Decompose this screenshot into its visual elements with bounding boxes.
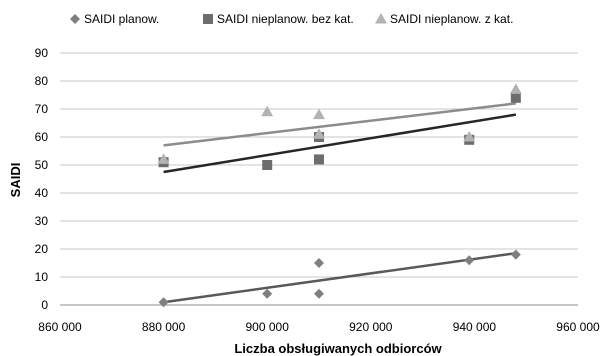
y-tick-label: 70: [35, 102, 49, 116]
data-point-series-1: [262, 288, 273, 299]
y-tick-label: 20: [35, 242, 49, 256]
data-point-series-3: [463, 131, 476, 142]
data-point-series-1: [510, 249, 521, 260]
y-tick-label: 80: [35, 74, 49, 88]
y-tick-label: 60: [35, 130, 49, 144]
data-point-series-1: [314, 288, 324, 299]
x-tick-label: 860 000: [38, 320, 82, 334]
trend-line-series-3: [163, 102, 516, 147]
x-tick-label: 920 000: [349, 320, 393, 334]
legend-marker-series-2: [203, 14, 213, 24]
legend-label-series-1: SAIDI planow.: [84, 12, 159, 26]
y-tick-label: 40: [35, 186, 49, 200]
data-point-series-3: [509, 83, 522, 94]
y-tick-label: 30: [35, 214, 49, 228]
x-axis-ticks: 860 000 880 000 900 000 920 000 940 000 960 0…: [38, 320, 600, 334]
data-points: [157, 83, 522, 308]
data-point-series-3: [261, 105, 274, 117]
data-point-series-3: [313, 108, 325, 120]
legend: SAIDI planow. SAIDI nieplanow. bez kat. SA…: [70, 12, 513, 26]
y-tick-label: 10: [35, 270, 49, 284]
y-tick-label: 90: [35, 46, 49, 60]
data-point-series-1: [314, 258, 324, 268]
data-point-series-2: [510, 92, 521, 103]
y-tick-label: 50: [35, 158, 49, 172]
y-axis-title: SAIDI: [8, 163, 23, 198]
legend-marker-series-3: [375, 13, 387, 24]
data-point-series-3: [313, 128, 325, 139]
x-tick-label: 900 000: [246, 320, 290, 334]
legend-label-series-2: SAIDI nieplanow. bez kat.: [217, 12, 354, 26]
trend-line-series-1: [163, 251, 517, 304]
y-axis-ticks: 0 10 20 30 40 50 60 70 80 90: [35, 46, 49, 312]
y-tick-label: 0: [41, 298, 48, 312]
data-point-series-3: [157, 153, 170, 164]
data-point-series-2: [314, 154, 324, 165]
data-point-series-1: [158, 297, 169, 308]
trend-line-series-2: [163, 113, 517, 174]
data-point-series-1: [464, 255, 475, 266]
legend-marker-series-1: [70, 14, 80, 24]
trend-lines: [163, 102, 517, 304]
x-tick-label: 880 000: [142, 320, 186, 334]
x-tick-label: 960 000: [556, 320, 600, 334]
gridlines: [60, 52, 578, 306]
data-point-series-2: [262, 160, 273, 170]
legend-label-series-3: SAIDI nieplanow. z kat.: [390, 12, 513, 26]
x-axis-title: Liczba obsługiwanych odbiorców: [234, 341, 442, 356]
x-tick-label: 940 000: [453, 320, 497, 334]
